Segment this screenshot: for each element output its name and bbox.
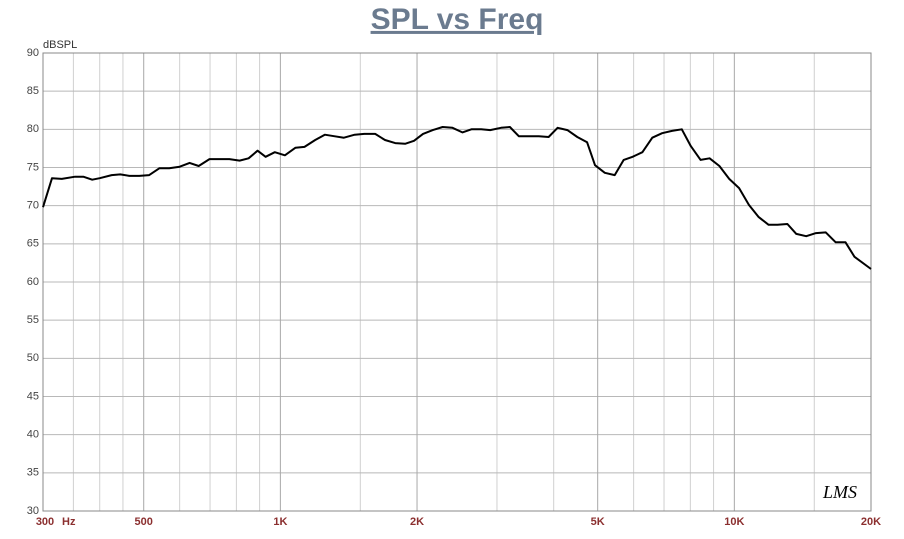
x-axis-unit: Hz bbox=[62, 516, 76, 528]
y-axis-label: dBSPL bbox=[43, 39, 77, 51]
y-tick-label: 50 bbox=[27, 352, 39, 364]
y-tick-label: 60 bbox=[27, 276, 39, 288]
y-tick-label: 90 bbox=[27, 47, 39, 59]
x-tick-label: 1K bbox=[273, 516, 287, 528]
y-tick-label: 35 bbox=[27, 467, 39, 479]
x-tick-label: 10K bbox=[724, 516, 744, 528]
y-tick-label: 75 bbox=[27, 161, 39, 173]
plot-frame bbox=[42, 52, 872, 512]
y-tick-label: 70 bbox=[27, 200, 39, 212]
spl-line bbox=[42, 126, 872, 270]
x-tick-label: 500 bbox=[135, 516, 153, 528]
x-tick-label: 2K bbox=[410, 516, 424, 528]
y-tick-label: 55 bbox=[27, 314, 39, 326]
logo: LMS bbox=[822, 482, 857, 502]
y-tick-label: 30 bbox=[27, 505, 39, 517]
chart-title: SPL vs Freq bbox=[371, 3, 544, 36]
y-tick-label: 65 bbox=[27, 238, 39, 250]
x-tick-label: 20K bbox=[861, 516, 881, 528]
y-tick-label: 45 bbox=[27, 390, 39, 402]
x-tick-label: 300 bbox=[36, 516, 54, 528]
y-tick-label: 40 bbox=[27, 429, 39, 441]
x-tick-label: 5K bbox=[591, 516, 605, 528]
y-tick-label: 85 bbox=[27, 85, 39, 97]
y-tick-label: 80 bbox=[27, 123, 39, 135]
